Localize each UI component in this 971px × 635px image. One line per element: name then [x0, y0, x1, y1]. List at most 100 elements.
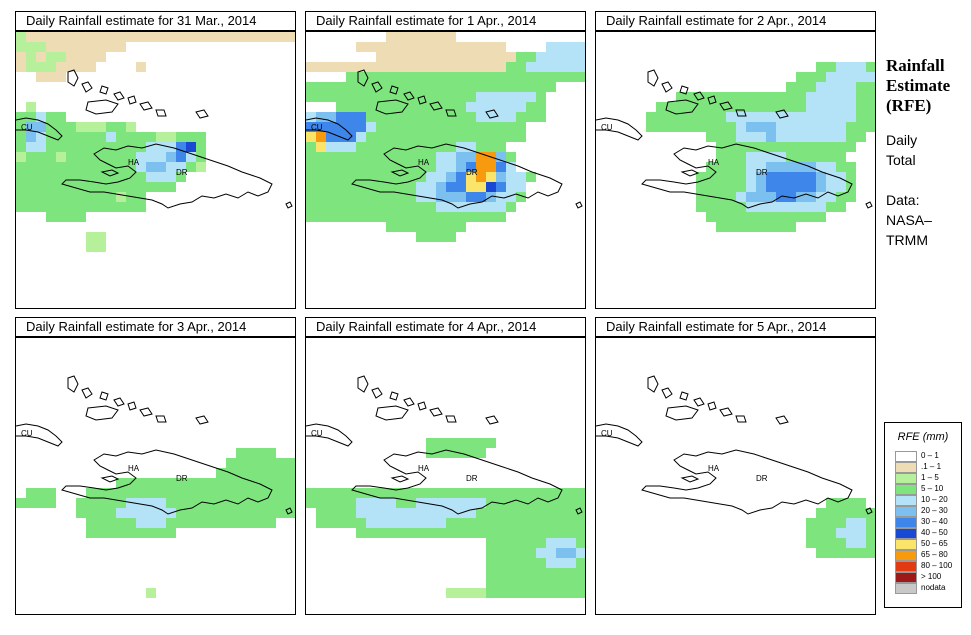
rain-cell — [726, 212, 736, 222]
rain-cell — [696, 102, 706, 112]
rain-cell — [46, 172, 56, 182]
rain-cell — [556, 568, 566, 578]
rain-cell — [76, 42, 86, 52]
rain-cell — [726, 142, 736, 152]
rain-cell — [476, 438, 486, 448]
rain-cell — [236, 488, 246, 498]
rain-cell — [496, 142, 506, 152]
label-cu-4: CU — [21, 429, 33, 438]
rain-cell — [366, 142, 376, 152]
rain-cell — [526, 588, 536, 598]
rain-cell — [356, 508, 366, 518]
rain-cell — [556, 508, 566, 518]
rain-cell — [96, 192, 106, 202]
rain-cell — [76, 122, 86, 132]
rain-cell — [426, 232, 436, 242]
rain-cell — [156, 32, 166, 42]
rain-cell — [646, 112, 656, 122]
rain-cell — [16, 162, 26, 172]
rain-cell — [116, 32, 126, 42]
rain-cell — [146, 528, 156, 538]
rain-cell — [486, 92, 496, 102]
rain-cell — [516, 488, 526, 498]
rain-cell — [516, 588, 526, 598]
rain-cell — [526, 102, 536, 112]
rain-cell — [126, 488, 136, 498]
rain-cell — [406, 52, 416, 62]
rain-cell — [56, 212, 66, 222]
rain-cell — [436, 62, 446, 72]
rain-cell — [756, 172, 766, 182]
coastline — [661, 81, 673, 93]
rain-cell — [856, 132, 866, 142]
rain-cell — [286, 32, 295, 42]
rain-cell — [836, 162, 846, 172]
rain-cell — [436, 122, 446, 132]
rain-cell — [346, 518, 356, 528]
rain-cell — [426, 518, 436, 528]
rain-cell — [86, 42, 96, 52]
rain-cell — [496, 528, 506, 538]
rain-cell — [306, 182, 316, 192]
rain-cell — [116, 498, 126, 508]
rain-cell — [86, 62, 96, 72]
rain-cell — [176, 172, 186, 182]
rain-cell — [446, 192, 456, 202]
rain-cell — [376, 142, 386, 152]
map-svg-3: CU HA DR — [596, 62, 875, 232]
rain-cell — [56, 192, 66, 202]
rain-cell — [386, 488, 396, 498]
rain-cell — [866, 112, 875, 122]
rain-cell — [36, 132, 46, 142]
rain-cell — [386, 42, 396, 52]
rain-cell — [866, 548, 875, 558]
rfe-title-line1: Rainfall — [886, 56, 945, 75]
rain-cell — [546, 558, 556, 568]
rain-cell — [126, 142, 136, 152]
rain-cell — [796, 172, 806, 182]
rain-cell — [356, 72, 366, 82]
rain-cell — [426, 192, 436, 202]
rain-cell — [376, 122, 386, 132]
rain-cell — [416, 518, 426, 528]
rain-cell — [516, 182, 526, 192]
rain-cell — [346, 122, 356, 132]
rain-cell — [446, 112, 456, 122]
coastline — [390, 475, 410, 483]
coastline — [735, 109, 747, 117]
label-dr-6: DR — [756, 474, 768, 483]
rain-cell — [146, 152, 156, 162]
rain-cell — [446, 52, 456, 62]
coastline — [775, 109, 789, 119]
rain-cell — [496, 132, 506, 142]
rain-cell — [476, 488, 486, 498]
daily-label: Daily — [886, 132, 918, 148]
rain-cell — [446, 448, 456, 458]
daily-total-label: Daily Total — [886, 130, 917, 170]
rain-cell — [486, 112, 496, 122]
coastline — [375, 405, 409, 421]
rain-cell — [526, 568, 536, 578]
rain-cell — [416, 102, 426, 112]
rain-cell — [446, 32, 456, 42]
rain-cell — [766, 162, 776, 172]
rain-cell — [316, 488, 326, 498]
rain-cell — [556, 528, 566, 538]
rain-cell — [706, 182, 716, 192]
rain-cell — [266, 508, 276, 518]
coastline — [351, 143, 563, 209]
rain-cell — [846, 548, 856, 558]
rain-cell — [136, 182, 146, 192]
rain-cell — [376, 192, 386, 202]
rain-cell — [446, 82, 456, 92]
rain-cell — [816, 172, 826, 182]
rain-cell — [426, 438, 436, 448]
rain-cell — [786, 172, 796, 182]
rain-cell — [536, 72, 546, 82]
rain-cell — [66, 52, 76, 62]
coastline — [707, 95, 717, 105]
rain-cell — [396, 92, 406, 102]
rain-cell — [726, 132, 736, 142]
rain-cell — [716, 132, 726, 142]
rain-cell — [516, 498, 526, 508]
